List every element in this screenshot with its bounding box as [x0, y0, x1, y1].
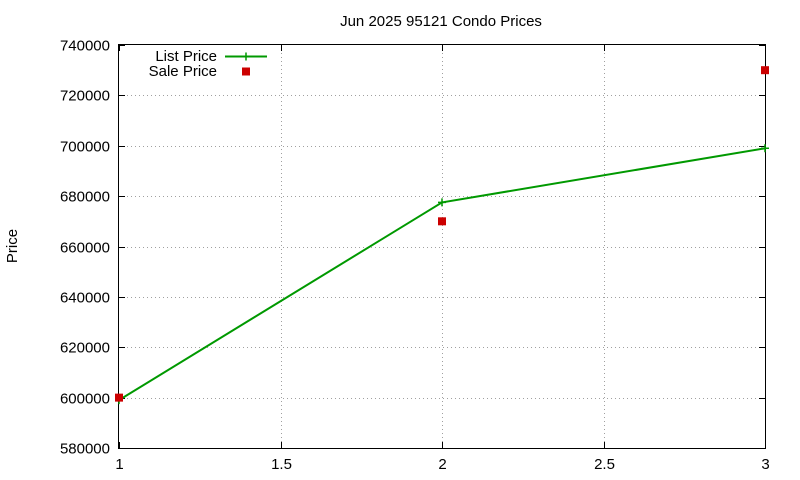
- y-tick-label: 720000: [60, 88, 110, 105]
- sale-price-point: [761, 66, 769, 75]
- x-tick-label: 1: [115, 456, 123, 473]
- sale-price-point: [115, 393, 123, 402]
- y-tick-label: 600000: [60, 391, 110, 408]
- y-tick-label: 660000: [60, 240, 110, 257]
- legend-marker-sale-price: [242, 67, 250, 76]
- x-tick-label: 3: [761, 456, 769, 473]
- y-tick-label: 740000: [60, 38, 110, 55]
- legend: List Price Sale Price: [149, 48, 267, 80]
- grid-lines: [119, 45, 765, 448]
- x-tick-label: 2: [438, 456, 446, 473]
- x-tick-label: 1.5: [271, 456, 292, 473]
- y-tick-label: 580000: [60, 441, 110, 458]
- y-tick-label: 640000: [60, 290, 110, 307]
- y-axis: 580000 600000 620000 640000 660000 680000 7000…: [60, 38, 765, 458]
- y-tick-label: 700000: [60, 139, 110, 156]
- chart-title: Jun 2025 95121 Condo Prices: [340, 13, 542, 30]
- legend-label-sale-price: Sale Price: [149, 63, 217, 80]
- y-axis-label: Price: [4, 229, 21, 263]
- list-price-line: [118, 147, 766, 401]
- legend-label-list-price: List Price: [155, 48, 217, 65]
- list-price-point: [438, 198, 446, 207]
- data-series: [115, 66, 769, 405]
- plot-frame: [118, 44, 766, 449]
- sale-price-point: [438, 217, 446, 226]
- x-tick-label: 2.5: [594, 456, 615, 473]
- y-tick-label: 620000: [60, 340, 110, 357]
- y-tick-label: 680000: [60, 189, 110, 206]
- list-price-point: [761, 144, 769, 153]
- x-axis: 1 1.5 2 2.5 3: [115, 45, 770, 473]
- legend-marker-list-price: [242, 52, 250, 61]
